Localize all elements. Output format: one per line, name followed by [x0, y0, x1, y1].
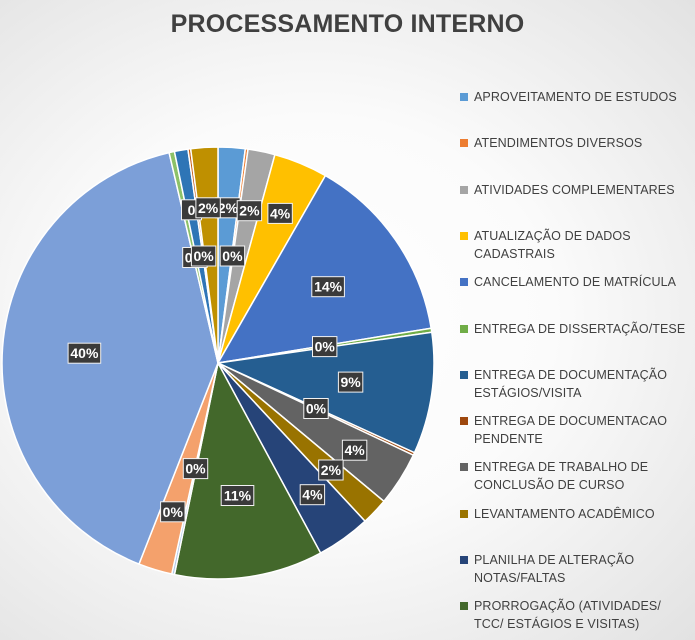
- legend-item-atendimentos-diversos: ATENDIMENTOS DIVERSOS: [460, 134, 692, 152]
- legend-item-entrega-de-trabalho-de-conclusao-de-curso: ENTREGA DE TRABALHO DE CONCLUSÃO DE CURS…: [460, 458, 692, 494]
- legend-swatch: [460, 278, 468, 287]
- legend-swatch: [460, 509, 468, 518]
- legend-item-entrega-de-dissertacao-tese: ENTREGA DE DISSERTAÇÃO/TESE: [460, 320, 692, 338]
- legend-swatch: [460, 463, 468, 472]
- legend-swatch: [460, 370, 468, 379]
- svg-text:2%: 2%: [218, 200, 239, 216]
- data-label-15: 40%: [67, 342, 102, 364]
- data-label-11: 4%: [299, 484, 326, 506]
- legend-swatch: [460, 139, 468, 148]
- data-label-14: 0%: [160, 501, 186, 523]
- svg-text:0%: 0%: [185, 461, 206, 477]
- pie-slice-15: [1, 151, 219, 566]
- legend-item-entrega-de-documentacao-estagios-visita: ENTREGA DE DOCUMENTAÇÃO ESTÁGIOS/VISITA: [460, 366, 692, 402]
- svg-text:2%: 2%: [321, 462, 342, 478]
- legend-item-prorrogacao-atividades-tcc-estagios-e-visitas: PRORROGAÇÃO (ATIVIDADES/ TCC/ ESTÁGIOS E…: [460, 597, 692, 633]
- data-label-1: 2%: [215, 197, 241, 219]
- data-label-12: 11%: [220, 485, 255, 506]
- svg-text:0%: 0%: [222, 248, 243, 264]
- legend-item-entrega-de-documentacao-pendente: ENTREGA DE DOCUMENTACAO PENDENTE: [460, 412, 692, 448]
- legend-label: PRORROGAÇÃO (ATIVIDADES/ TCC/ ESTÁGIOS E…: [474, 599, 661, 632]
- legend-swatch: [460, 417, 468, 426]
- data-label-9: 4%: [341, 439, 368, 461]
- legend-label: ATIVIDADES COMPLEMENTARES: [474, 182, 675, 197]
- legend-swatch: [460, 324, 468, 333]
- legend-item-levantamento-academico: LEVANTAMENTO ACADÊMICO: [460, 505, 692, 523]
- data-label-5: 14%: [311, 276, 345, 298]
- data-label-4: 4%: [267, 202, 293, 224]
- legend-label: ENTREGA DE DOCUMENTAÇÃO ESTÁGIOS/VISITA: [474, 367, 668, 400]
- legend-item-planilha-de-alteracao-notas-faltas: PLANILHA DE ALTERAÇÃO NOTAS/FALTAS: [460, 551, 692, 587]
- svg-text:0%: 0%: [315, 339, 336, 355]
- legend-label: PLANILHA DE ALTERAÇÃO NOTAS/FALTAS: [474, 553, 635, 585]
- svg-text:0%: 0%: [163, 504, 184, 520]
- svg-text:9%: 9%: [340, 374, 361, 390]
- legend-swatch: [460, 556, 468, 564]
- legend-label: APROVEITAMENTO DE ESTUDOS: [474, 90, 677, 104]
- pie-slice-12: [173, 360, 322, 580]
- svg-text:0%: 0%: [193, 248, 214, 264]
- data-label-10: 2%: [318, 459, 344, 481]
- legend-label: ATENDIMENTOS DIVERSOS: [474, 136, 643, 151]
- legend-swatch: [460, 93, 468, 101]
- data-label-13: 0%: [182, 458, 209, 480]
- data-label-3: 2%: [236, 200, 263, 222]
- legend-label: ENTREGA DE DOCUMENTACAO PENDENTE: [474, 414, 668, 447]
- legend-item-atualizacao-de-dados-cadastrais: ATUALIZAÇÃO DE DADOS CADASTRAIS: [460, 227, 692, 263]
- svg-text:2%: 2%: [239, 203, 260, 219]
- data-label-19: 2%: [195, 197, 221, 219]
- legend-swatch: [460, 185, 468, 194]
- svg-text:0%: 0%: [306, 401, 327, 417]
- svg-text:40%: 40%: [70, 345, 99, 361]
- pie-slice-5: [216, 174, 433, 364]
- legend-item-cancelamento-de-matricula: CANCELAMENTO DE MATRÍCULA: [460, 273, 692, 291]
- legend-label: ENTREGA DE DISSERTAÇÃO/TESE: [474, 321, 686, 336]
- pie-slice-7: [215, 331, 435, 454]
- svg-text:4%: 4%: [344, 442, 365, 458]
- chart-title: PROCESSAMENTO INTERNO: [170, 10, 525, 38]
- legend-label: ENTREGA DE TRABALHO DE CONCLUSÃO DE CURS…: [474, 460, 649, 493]
- legend-item-atividades-complementares: ATIVIDADES COMPLEMENTARES: [460, 181, 692, 199]
- legend-label: LEVANTAMENTO ACADÊMICO: [474, 506, 655, 521]
- svg-text:2%: 2%: [198, 200, 219, 216]
- legend-swatch: [460, 231, 468, 240]
- data-label-8: 0%: [303, 398, 329, 419]
- svg-text:4%: 4%: [270, 205, 291, 221]
- svg-text:0: 0: [188, 202, 196, 218]
- legend-label: CANCELAMENTO DE MATRÍCULA: [474, 275, 677, 290]
- data-label-6: 0%: [312, 336, 338, 358]
- legend-swatch: [460, 602, 468, 611]
- data-label-18: 0%: [190, 245, 217, 267]
- legend-item-aproveitamento-de-estudos: APROVEITAMENTO DE ESTUDOS: [460, 88, 692, 106]
- data-label-2: 0%: [219, 245, 246, 267]
- svg-text:4%: 4%: [302, 487, 323, 503]
- svg-text:11%: 11%: [224, 488, 252, 504]
- svg-text:14%: 14%: [314, 279, 343, 295]
- data-label-7: 9%: [337, 371, 364, 393]
- legend-label: ATUALIZAÇÃO DE DADOS CADASTRAIS: [474, 228, 631, 261]
